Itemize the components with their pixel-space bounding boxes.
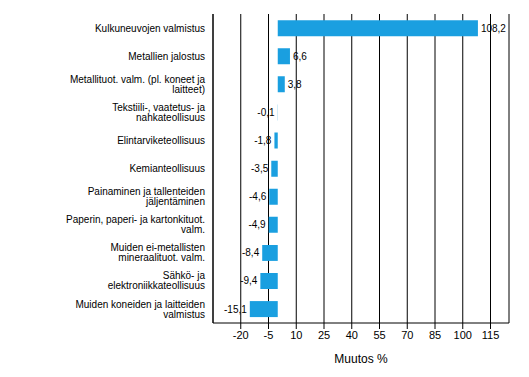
svg-text:-1,8: -1,8	[254, 135, 272, 146]
svg-text:-8,4: -8,4	[242, 247, 260, 258]
svg-text:Painaminen ja tallenteidenjälj: Painaminen ja tallenteidenjäljentäminen	[88, 186, 205, 207]
svg-text:-3,5: -3,5	[251, 163, 269, 174]
svg-text:Paperin, paperi- ja kartonkitu: Paperin, paperi- ja kartonkituot.valm.	[66, 214, 205, 235]
svg-text:-15,1: -15,1	[224, 304, 247, 315]
svg-text:-4,9: -4,9	[248, 219, 266, 230]
svg-text:100: 100	[454, 329, 472, 341]
svg-text:-5: -5	[264, 329, 274, 341]
svg-text:25: 25	[318, 329, 330, 341]
svg-text:Metallituot. valm. (pl. koneet: Metallituot. valm. (pl. koneet jalaittee…	[70, 74, 205, 95]
svg-text:Sähkö- jaelektroniikkateollisu: Sähkö- jaelektroniikkateollisuus	[108, 270, 206, 291]
svg-text:Elintarviketeollisuus: Elintarviketeollisuus	[117, 135, 205, 146]
svg-text:6,6: 6,6	[293, 51, 307, 62]
svg-text:108,2: 108,2	[481, 23, 506, 34]
svg-text:40: 40	[346, 329, 358, 341]
svg-text:Metallien jalostus: Metallien jalostus	[128, 51, 205, 62]
svg-text:-9,4: -9,4	[240, 275, 258, 286]
svg-text:Muiden koneiden ja laitteidenv: Muiden koneiden ja laitteidenvalmistus	[75, 299, 205, 320]
svg-text:Tekstiili-, vaatetus- janahkat: Tekstiili-, vaatetus- janahkateollisuus	[112, 102, 205, 123]
svg-text:Muiden ei-metallistenmineraali: Muiden ei-metallistenmineraalituot. valm…	[111, 242, 206, 263]
svg-text:Muutos %: Muutos %	[334, 352, 388, 366]
svg-text:-4,6: -4,6	[249, 191, 267, 202]
svg-text:Kemianteollisuus: Kemianteollisuus	[129, 163, 205, 174]
svg-text:115: 115	[482, 329, 500, 341]
svg-text:-0,1: -0,1	[257, 107, 275, 118]
svg-text:70: 70	[401, 329, 413, 341]
svg-text:85: 85	[429, 329, 441, 341]
svg-text:Kulkuneuvojen valmistus: Kulkuneuvojen valmistus	[95, 23, 205, 34]
svg-text:10: 10	[290, 329, 302, 341]
svg-text:55: 55	[373, 329, 385, 341]
svg-text:3,8: 3,8	[288, 79, 302, 90]
svg-text:-20: -20	[233, 329, 249, 341]
